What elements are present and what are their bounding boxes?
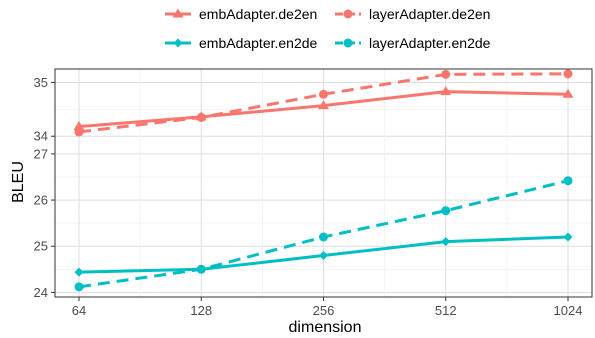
point-marker [319,250,328,260]
x-tick-label: 512 [435,303,457,318]
point-marker [196,112,206,122]
x-tick-label: 1024 [554,303,583,318]
x-tick-label: 256 [313,303,335,318]
x-tick-label: 64 [72,303,86,318]
legend-item: embAdapter.de2en [165,6,317,22]
point-marker [343,38,353,48]
y-tick-label: 34 [34,129,48,144]
point-marker [172,8,184,18]
legend-label: layerAdapter.de2en [369,6,490,22]
point-marker [173,38,183,48]
point-marker [441,237,451,247]
legend-item: layerAdapter.en2de [335,35,491,51]
legend-label: layerAdapter.en2de [369,35,491,51]
point-marker [563,69,573,79]
point-marker [441,206,451,216]
point-marker [562,88,574,98]
point-marker [319,232,328,242]
x-tick-label: 128 [190,303,212,318]
legend-label: embAdapter.de2en [199,6,317,22]
point-marker [74,127,84,137]
point-marker [74,267,84,277]
point-marker [563,232,573,242]
y-axis-title: BLEU [10,161,27,203]
tick-layer: 34 35 24 25 26 27 64 128 256 512 1024 [34,68,593,318]
point-marker [318,100,329,110]
x-axis-title: dimension [289,319,362,336]
y-tick-label: 24 [34,285,48,300]
point-marker [73,121,85,131]
y-tick-label: 27 [34,146,48,161]
legend-item: embAdapter.en2de [165,35,318,51]
y-tick-label: 25 [34,239,48,254]
legend-item: layerAdapter.de2en [335,6,490,22]
y-tick-label: 26 [34,193,48,208]
point-marker [196,264,206,274]
point-marker [343,9,353,19]
legend: embAdapter.de2en layerAdapter.de2en embAda… [165,6,491,51]
point-marker [441,69,451,79]
series-layer [73,69,574,292]
point-marker [563,176,573,186]
legend-label: embAdapter.en2de [199,35,318,51]
y-tick-label: 35 [34,75,48,90]
point-marker [319,89,328,99]
point-marker [440,86,452,96]
point-marker [74,282,84,292]
